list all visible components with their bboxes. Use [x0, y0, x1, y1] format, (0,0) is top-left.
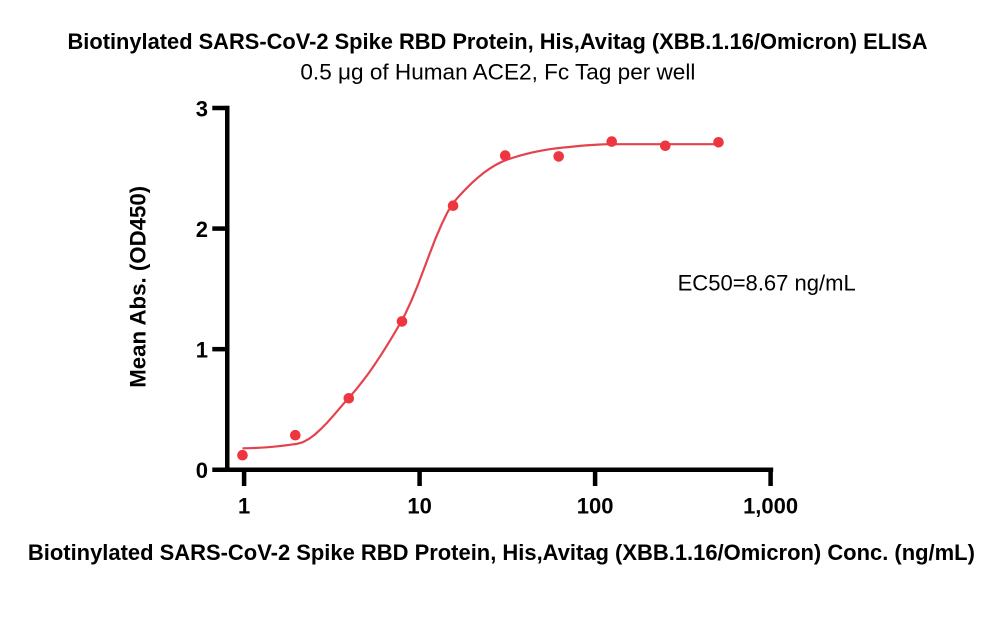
svg-text:10: 10: [407, 494, 431, 519]
svg-text:1: 1: [196, 338, 208, 363]
svg-text:EC50=8.67 ng/mL: EC50=8.67 ng/mL: [678, 271, 856, 296]
svg-text:3: 3: [196, 96, 208, 121]
svg-text:100: 100: [577, 494, 614, 519]
svg-text:1,000: 1,000: [743, 494, 798, 519]
svg-text:Biotinylated SARS-CoV-2 Spike: Biotinylated SARS-CoV-2 Spike RBD Protei…: [28, 540, 975, 565]
svg-text:0.5 μg of Human ACE2, Fc Tag p: 0.5 μg of Human ACE2, Fc Tag per well: [300, 60, 695, 85]
svg-text:1: 1: [238, 494, 250, 519]
svg-text:2: 2: [196, 217, 208, 242]
svg-text:0: 0: [196, 458, 208, 483]
svg-text:Biotinylated SARS-CoV-2 Spike: Biotinylated SARS-CoV-2 Spike RBD Protei…: [68, 29, 928, 54]
svg-text:Mean Abs. (OD450): Mean Abs. (OD450): [125, 186, 150, 388]
